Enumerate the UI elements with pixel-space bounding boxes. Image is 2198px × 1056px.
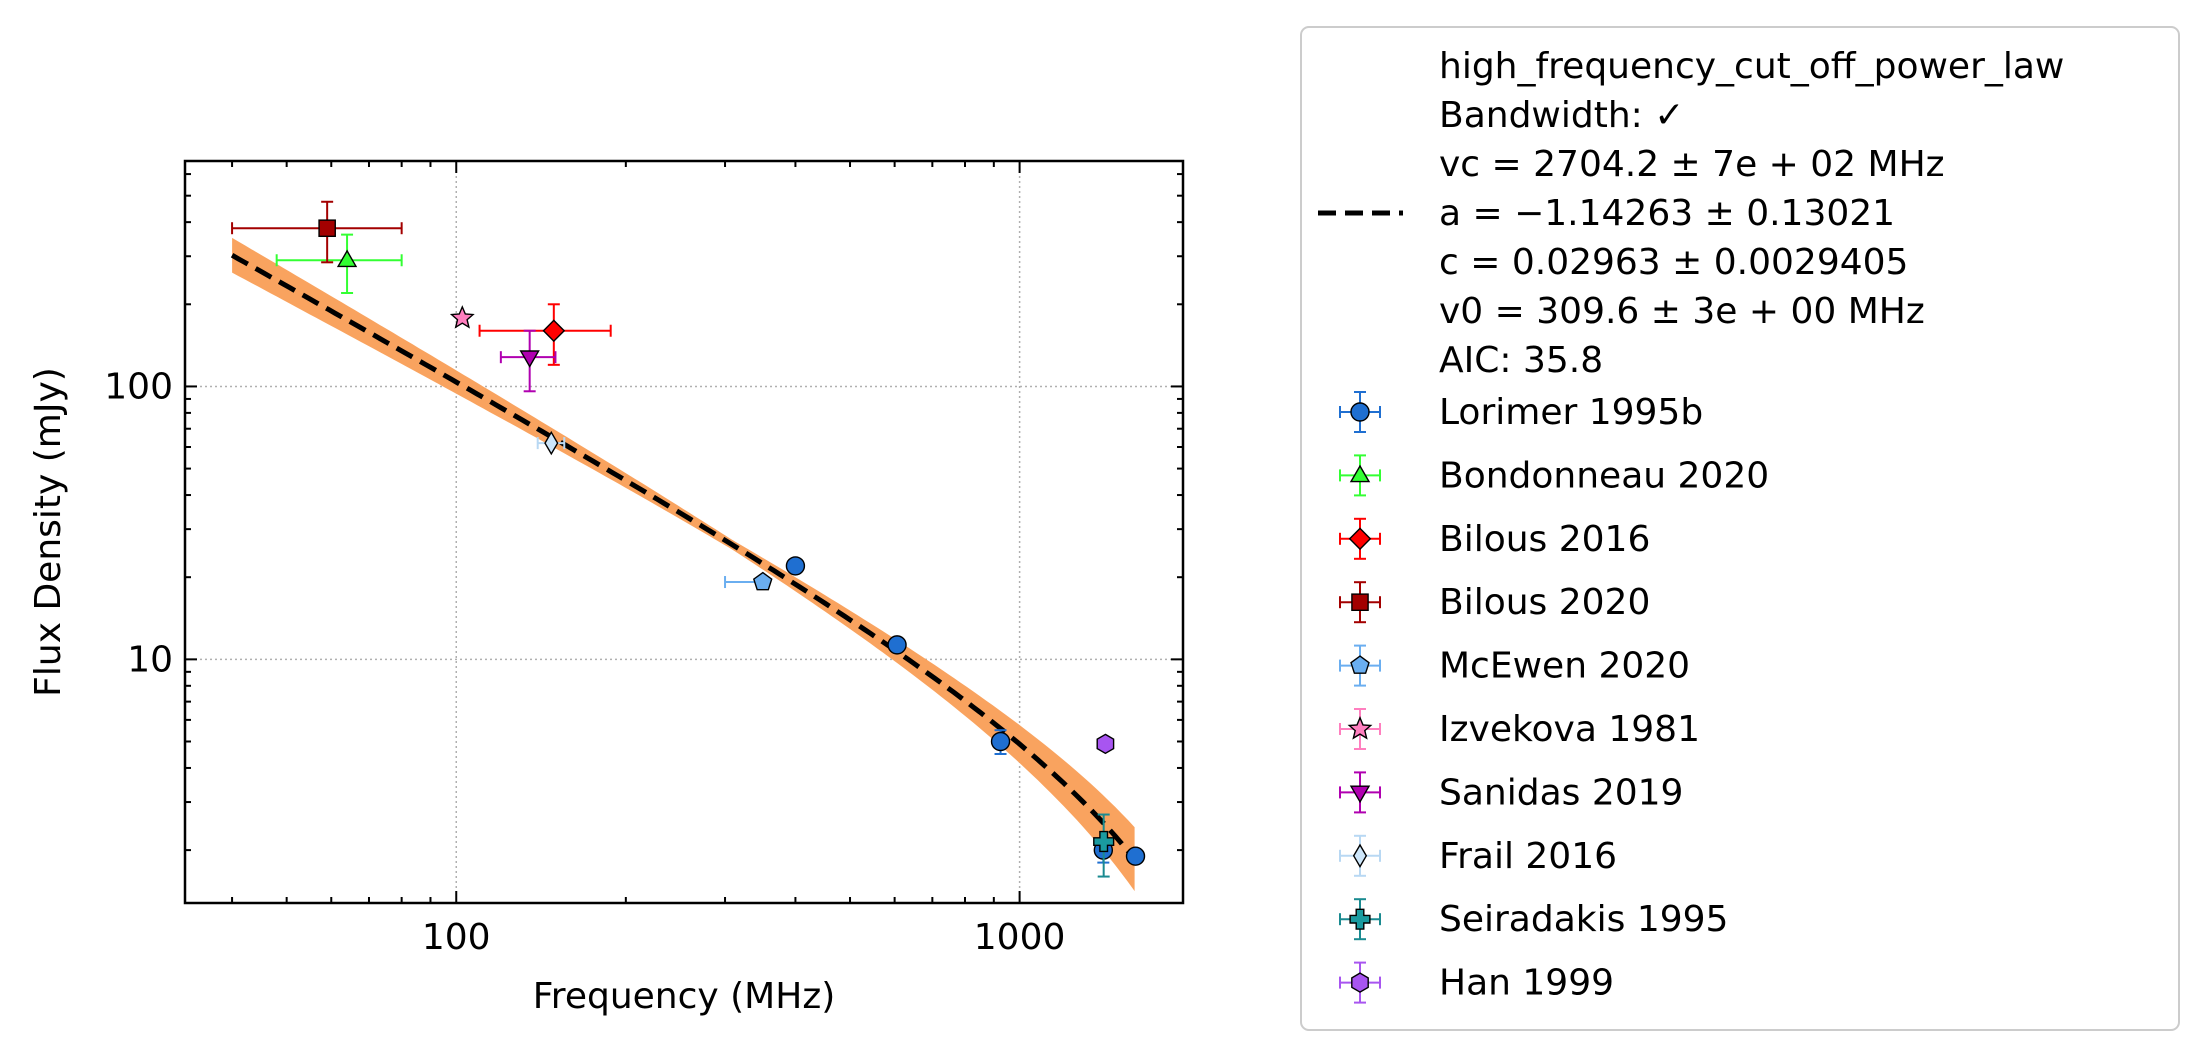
legend-entry: Seiradakis 1995 — [1339, 898, 1728, 941]
legend-entry: Bilous 2016 — [1339, 517, 1650, 560]
legend-label: Bondonneau 2020 — [1439, 455, 1769, 496]
legend-label: Bilous 2020 — [1439, 582, 1650, 623]
legend-fit-text: high_frequency_cut_off_power_law — [1439, 46, 2064, 87]
legend-entry: Frail 2016 — [1339, 834, 1617, 877]
legend-label: Izvekova 1981 — [1439, 709, 1700, 750]
series-bondonneau-2020 — [275, 233, 403, 294]
y-axis-label: Flux Density (mJy) — [28, 367, 69, 697]
data-point — [752, 571, 773, 591]
legend-fit-text: vc = 2704.2 ± 7e + 02 MHz — [1439, 144, 1945, 185]
series-sanidas-2019 — [499, 329, 557, 393]
series-izvekova-1981 — [449, 305, 475, 329]
legend: high_frequency_cut_off_power_law Bandwidt… — [1300, 26, 2180, 1031]
legend-label: Seiradakis 1995 — [1439, 899, 1728, 940]
data-points — [231, 200, 1146, 878]
data-point — [449, 305, 475, 329]
legend-marker — [1350, 402, 1370, 422]
legend-fit-text: Bandwidth: ✓ — [1439, 95, 1684, 136]
legend-label: Sanidas 2019 — [1439, 772, 1683, 813]
plot-frame — [183, 159, 1185, 905]
data-point — [542, 319, 566, 343]
x-axis-label: Frequency (MHz) — [533, 976, 836, 1017]
legend-entry: Han 1999 — [1339, 961, 1614, 1004]
series-han-1999 — [1096, 733, 1115, 755]
data-point — [519, 350, 540, 368]
data-point — [887, 635, 907, 655]
legend-label: Frail 2016 — [1439, 836, 1617, 877]
x-tick-label: 1000 — [974, 917, 1066, 958]
legend-fit-text: c = 0.02963 ± 0.0029405 — [1439, 242, 1908, 283]
y-tick-label: 10 — [127, 639, 173, 680]
legend-entry: McEwen 2020 — [1339, 644, 1690, 687]
data-point — [544, 430, 559, 456]
axis-ticks: 100 1000 10 100 — [104, 161, 1183, 958]
legend-label: Han 1999 — [1439, 963, 1614, 1004]
legend-marker — [1349, 464, 1371, 483]
series-seiradakis-1995 — [1093, 813, 1115, 878]
grid-lines — [185, 161, 1183, 903]
series-bilous-2016 — [478, 303, 612, 366]
series-mcewen-2020 — [724, 571, 773, 591]
legend-entry: Bondonneau 2020 — [1339, 454, 1769, 497]
y-tick-label: 100 — [104, 366, 173, 407]
fit-layer — [230, 237, 1137, 892]
data-point — [990, 731, 1011, 752]
legend-label: Bilous 2016 — [1439, 519, 1650, 560]
data-point — [336, 249, 358, 268]
fit-line — [230, 253, 1137, 861]
legend-marker — [1351, 593, 1369, 611]
data-point — [1096, 733, 1115, 755]
legend-entry: Sanidas 2019 — [1339, 771, 1683, 814]
fit-uncertainty-band — [232, 237, 1135, 892]
data-point — [1093, 830, 1115, 853]
data-point — [785, 556, 806, 576]
legend-marker — [1347, 716, 1373, 740]
legend-label: Lorimer 1995b — [1439, 392, 1703, 433]
legend-fit-text: AIC: 35.8 — [1439, 340, 1603, 381]
legend-marker — [1352, 843, 1368, 868]
legend-box — [1300, 26, 2180, 1031]
legend-entry: Izvekova 1981 — [1339, 708, 1700, 750]
legend-fit-text: v0 = 309.6 ± 3e + 00 MHz — [1439, 291, 1925, 332]
series-frail-2016 — [536, 430, 566, 456]
legend-fit-text: a = −1.14263 ± 0.13021 — [1439, 193, 1895, 234]
legend-entry: Bilous 2020 — [1339, 581, 1650, 624]
legend-label: McEwen 2020 — [1439, 646, 1690, 687]
legend-marker — [1348, 527, 1372, 551]
series-bilous-2020 — [231, 200, 403, 264]
legend-marker — [1350, 655, 1370, 674]
x-tick-label: 100 — [422, 917, 491, 958]
legend-marker — [1349, 908, 1371, 930]
legend-marker — [1349, 785, 1371, 804]
data-point — [1125, 846, 1146, 866]
data-point — [318, 219, 336, 238]
legend-marker — [1351, 972, 1369, 993]
legend-entry: Lorimer 1995b — [1339, 391, 1703, 433]
